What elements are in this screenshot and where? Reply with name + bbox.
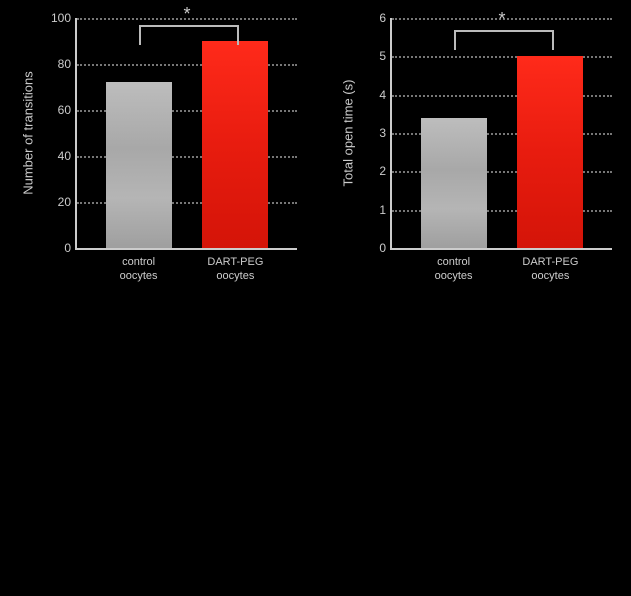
plot-area-left: 020406080100controloocytesDART-PEGoocyte… <box>75 18 297 250</box>
significance-label: * <box>498 9 505 30</box>
ylabel-left: Number of transitions <box>21 71 36 195</box>
ytick-label: 0 <box>64 241 77 255</box>
ytick-label: 60 <box>58 103 77 117</box>
xtick-label: controloocytes <box>401 248 507 284</box>
figure: { "background_color": "#000000", "axis_c… <box>0 0 631 596</box>
significance-bracket <box>454 30 555 50</box>
xtick-label: DART-PEGoocytes <box>182 248 288 284</box>
ytick-label: 5 <box>379 49 392 63</box>
ytick-label: 4 <box>379 88 392 102</box>
plot-area-right: 0123456controloocytesDART-PEGoocytes* <box>390 18 612 250</box>
ytick-label: 80 <box>58 57 77 71</box>
bar-control <box>421 118 487 248</box>
ytick-label: 2 <box>379 164 392 178</box>
ytick-label: 6 <box>379 11 392 25</box>
ytick-label: 1 <box>379 203 392 217</box>
significance-bracket <box>139 25 240 45</box>
ytick-label: 20 <box>58 195 77 209</box>
ytick-label: 40 <box>58 149 77 163</box>
bar-treatment <box>517 56 583 248</box>
significance-label: * <box>183 4 190 25</box>
xtick-label: DART-PEGoocytes <box>497 248 603 284</box>
ytick-label: 0 <box>379 241 392 255</box>
ytick-label: 100 <box>51 11 77 25</box>
xtick-label: controloocytes <box>86 248 192 284</box>
bar-control <box>106 82 172 248</box>
ytick-label: 3 <box>379 126 392 140</box>
ylabel-right: Total open time (s) <box>341 80 356 187</box>
bar-treatment <box>202 41 268 248</box>
